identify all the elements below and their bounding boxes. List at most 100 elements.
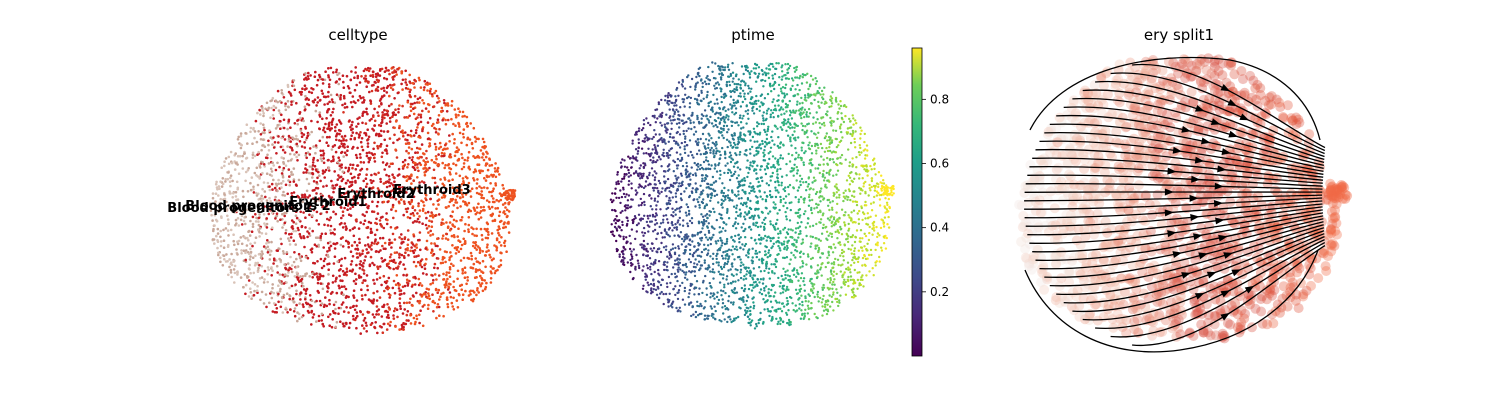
cell-point [234, 195, 238, 198]
cell-point [454, 252, 458, 255]
cell-point [337, 72, 341, 75]
cell-point [250, 176, 254, 179]
cell-point [250, 297, 253, 301]
cell-point [451, 224, 455, 227]
cell-point [323, 223, 326, 227]
cell-point [322, 128, 325, 132]
ptime-point [761, 139, 764, 143]
cell-point [328, 324, 332, 328]
cell-point [330, 98, 334, 101]
cell-point [461, 298, 465, 302]
cell-point [488, 158, 492, 161]
cell-point [484, 265, 487, 269]
cell-point [295, 216, 299, 220]
cell-point [472, 179, 476, 182]
ptime-point [616, 173, 619, 176]
cell-point [342, 192, 346, 196]
cell-point [287, 105, 290, 109]
cell-point [440, 196, 444, 199]
cell-point [294, 210, 298, 213]
cell-point [463, 200, 467, 204]
cell-point [397, 111, 400, 114]
ptime-point [746, 175, 749, 179]
cell-point [437, 121, 440, 124]
cell-point [258, 166, 262, 169]
cell-point [328, 298, 331, 302]
cell-point [367, 69, 371, 73]
ptime-point [812, 122, 815, 126]
cell-point [290, 264, 294, 267]
ptime-point [780, 181, 783, 184]
cell-point [376, 290, 379, 293]
ptime-point [863, 157, 867, 160]
cell-point [287, 137, 291, 141]
cell-point [297, 178, 301, 182]
ptime-point [855, 166, 858, 169]
cell-point [231, 201, 235, 205]
ptime-point [769, 146, 773, 149]
cell-point [295, 271, 299, 275]
cell-point [286, 145, 289, 148]
ptime-point [794, 139, 797, 142]
ptime-point [786, 134, 790, 137]
ptime-point [665, 195, 668, 198]
cell-point [244, 222, 247, 226]
ptime-point [804, 125, 807, 128]
cell-point [297, 252, 301, 256]
cell-point [341, 103, 344, 107]
ptime-point [801, 101, 804, 105]
cell-point [437, 132, 440, 135]
ptime-point [673, 234, 676, 237]
cell-point [417, 113, 421, 116]
cell-point [388, 83, 392, 87]
cell-point [478, 261, 482, 265]
ptime-point [650, 262, 653, 265]
cell-point [458, 174, 462, 178]
cell-point [446, 302, 449, 306]
cell-point [386, 322, 390, 326]
cell-point [263, 269, 267, 273]
cell-point [459, 191, 462, 194]
cell-point [371, 313, 375, 316]
cell-point [417, 202, 420, 205]
cell-point [339, 320, 342, 324]
cell-point [470, 187, 474, 190]
cell-point [292, 79, 296, 82]
cell-point [233, 168, 237, 171]
cell-point [411, 304, 414, 307]
ptime-point [841, 136, 844, 139]
cell-point [347, 168, 351, 171]
ptime-point [865, 144, 869, 147]
ptime-point [653, 143, 656, 147]
cell-point [289, 92, 292, 95]
cell-point [314, 109, 318, 113]
cell-point [422, 200, 425, 204]
ptime-point [721, 277, 725, 280]
ptime-point [723, 186, 726, 190]
cell-point [292, 167, 296, 170]
ptime-point [763, 128, 766, 132]
cell-point [369, 74, 372, 77]
cell-point [307, 71, 310, 75]
cell-point [319, 257, 323, 261]
cell-point [317, 170, 320, 174]
cell-point [431, 105, 435, 109]
cell-point [302, 284, 305, 288]
cell-point [270, 266, 273, 269]
cell-point [503, 221, 506, 224]
cell-point [305, 272, 309, 275]
cell-point [326, 217, 329, 221]
ptime-point [673, 160, 677, 164]
ptime-point [856, 278, 860, 282]
cell-point [409, 109, 413, 113]
cell-point [379, 129, 383, 133]
cell-point [377, 308, 381, 311]
cell-point [485, 174, 489, 178]
cell-point [272, 291, 276, 295]
cell-point [273, 186, 277, 190]
ptime-point [854, 146, 857, 149]
cell-point [448, 166, 451, 170]
cell-point [299, 259, 303, 263]
cell-point [384, 66, 388, 70]
cell-point [331, 155, 335, 158]
